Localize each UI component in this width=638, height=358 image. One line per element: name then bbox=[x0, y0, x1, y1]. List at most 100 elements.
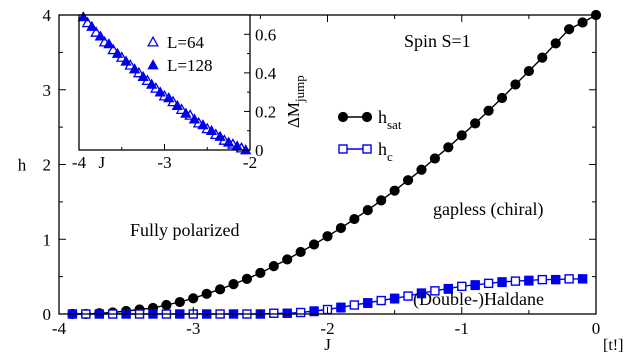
data-point bbox=[363, 299, 373, 309]
data-point bbox=[161, 299, 172, 311]
data-point bbox=[470, 118, 481, 129]
inset-y-tick-label: 0.4 bbox=[255, 64, 277, 83]
data-point bbox=[282, 254, 293, 265]
data-point bbox=[188, 293, 199, 304]
y-tick-label: 4 bbox=[43, 6, 52, 25]
inset-y-tick-label: 0 bbox=[255, 141, 264, 160]
inset-legend-marker bbox=[147, 59, 159, 70]
data-point bbox=[282, 308, 292, 318]
inset-plot-axes: -4 -3 -20 0.2 0.4 0.6 bbox=[72, 14, 277, 172]
legend-label-base: h bbox=[378, 107, 387, 127]
data-point bbox=[416, 289, 426, 299]
inset-data-point bbox=[86, 20, 98, 31]
data-point bbox=[537, 52, 548, 63]
inset-data-point bbox=[214, 130, 226, 141]
data-point bbox=[403, 291, 413, 301]
legend-label-sub: sat bbox=[387, 117, 402, 132]
data-point bbox=[295, 307, 306, 318]
data-point bbox=[510, 79, 521, 90]
chart-labels: Jh Spin S=1 gapless (chiral) Fully polarize… bbox=[18, 31, 624, 354]
data-point bbox=[550, 38, 561, 49]
inset-data-point bbox=[146, 78, 158, 89]
annotation-haldane: (Double-)Haldane bbox=[413, 289, 544, 310]
inset-data-point bbox=[137, 70, 149, 82]
data-point bbox=[269, 308, 279, 318]
data-point bbox=[578, 274, 588, 284]
inset-data-point bbox=[103, 38, 115, 49]
inset-legend-label: L=64 bbox=[167, 33, 204, 52]
inset-data-point bbox=[77, 11, 89, 22]
data-point bbox=[390, 294, 400, 304]
legend-marker bbox=[362, 144, 372, 154]
data-point bbox=[510, 276, 521, 286]
inset-data-point bbox=[163, 92, 175, 103]
data-point bbox=[564, 274, 574, 284]
inset-data-point bbox=[128, 63, 141, 74]
data-point bbox=[483, 278, 494, 289]
legend-label-base: h bbox=[378, 139, 387, 159]
legend-marker bbox=[361, 111, 373, 123]
data-point bbox=[215, 284, 226, 295]
data-point bbox=[523, 65, 534, 77]
data-point bbox=[336, 303, 346, 313]
inset-data-point bbox=[197, 119, 209, 130]
inset-x-tick-label: -2 bbox=[243, 153, 257, 172]
inset-y-tick-label: 0.6 bbox=[255, 25, 276, 44]
inset-data-point bbox=[205, 124, 218, 136]
legend-label: hc bbox=[378, 139, 393, 164]
data-point bbox=[322, 231, 333, 242]
data-point bbox=[577, 17, 588, 28]
data-point bbox=[201, 288, 212, 299]
data-point bbox=[457, 281, 467, 292]
data-point bbox=[443, 284, 453, 294]
y-tick-label: 0 bbox=[43, 305, 52, 324]
data-point bbox=[308, 239, 320, 250]
data-point bbox=[228, 279, 239, 290]
inset-panel bbox=[79, 15, 250, 150]
annotation-polarized: Fully polarized bbox=[130, 220, 239, 240]
x-tick-label: -2 bbox=[320, 319, 334, 338]
data-point bbox=[376, 295, 386, 306]
data-point bbox=[335, 222, 347, 234]
annotation-corner: [t!] bbox=[603, 337, 623, 354]
data-point bbox=[309, 307, 319, 317]
inset-data-point bbox=[120, 55, 132, 66]
data-point bbox=[564, 24, 575, 35]
inset-data-point bbox=[188, 113, 201, 124]
inset-data-point bbox=[222, 136, 235, 147]
data-point bbox=[429, 153, 440, 164]
data-point bbox=[483, 105, 494, 116]
inset-legend-marker bbox=[147, 35, 159, 47]
legend-label: hsat bbox=[378, 107, 402, 132]
inset-background bbox=[79, 15, 250, 150]
inset-data-point bbox=[171, 99, 183, 110]
inset-y-tick-label: 0.2 bbox=[255, 102, 276, 121]
x-axis-label: J bbox=[324, 335, 331, 354]
x-tick-label: -3 bbox=[186, 319, 200, 338]
data-point bbox=[255, 267, 266, 278]
inset-data-point bbox=[111, 47, 124, 58]
data-point bbox=[496, 92, 508, 104]
inset-x-tick-label: -4 bbox=[72, 153, 87, 172]
data-point bbox=[241, 273, 253, 284]
data-point bbox=[376, 195, 387, 206]
data-point bbox=[456, 130, 467, 141]
inset-data-point bbox=[154, 86, 166, 97]
y-tick-label: 2 bbox=[43, 156, 52, 175]
data-point bbox=[295, 246, 306, 258]
legend-marker bbox=[337, 111, 349, 123]
data-point bbox=[443, 142, 454, 153]
data-point bbox=[349, 300, 360, 310]
inset-data-point bbox=[94, 30, 107, 41]
data-point bbox=[470, 281, 480, 291]
inset-data-point bbox=[180, 107, 192, 118]
inset-plot-marks bbox=[77, 11, 252, 155]
data-point bbox=[551, 275, 561, 285]
main-plot-axes: -4 -3 -2 -1 0 0 1 2 3 4 bbox=[43, 6, 601, 338]
inset-legend-label: L=128 bbox=[167, 56, 212, 75]
x-tick-label: -4 bbox=[52, 319, 67, 338]
data-point bbox=[416, 164, 427, 175]
x-tick-label: -1 bbox=[455, 319, 469, 338]
inset-y-axis-label: ΔMjump bbox=[284, 75, 307, 128]
data-point bbox=[362, 204, 373, 216]
